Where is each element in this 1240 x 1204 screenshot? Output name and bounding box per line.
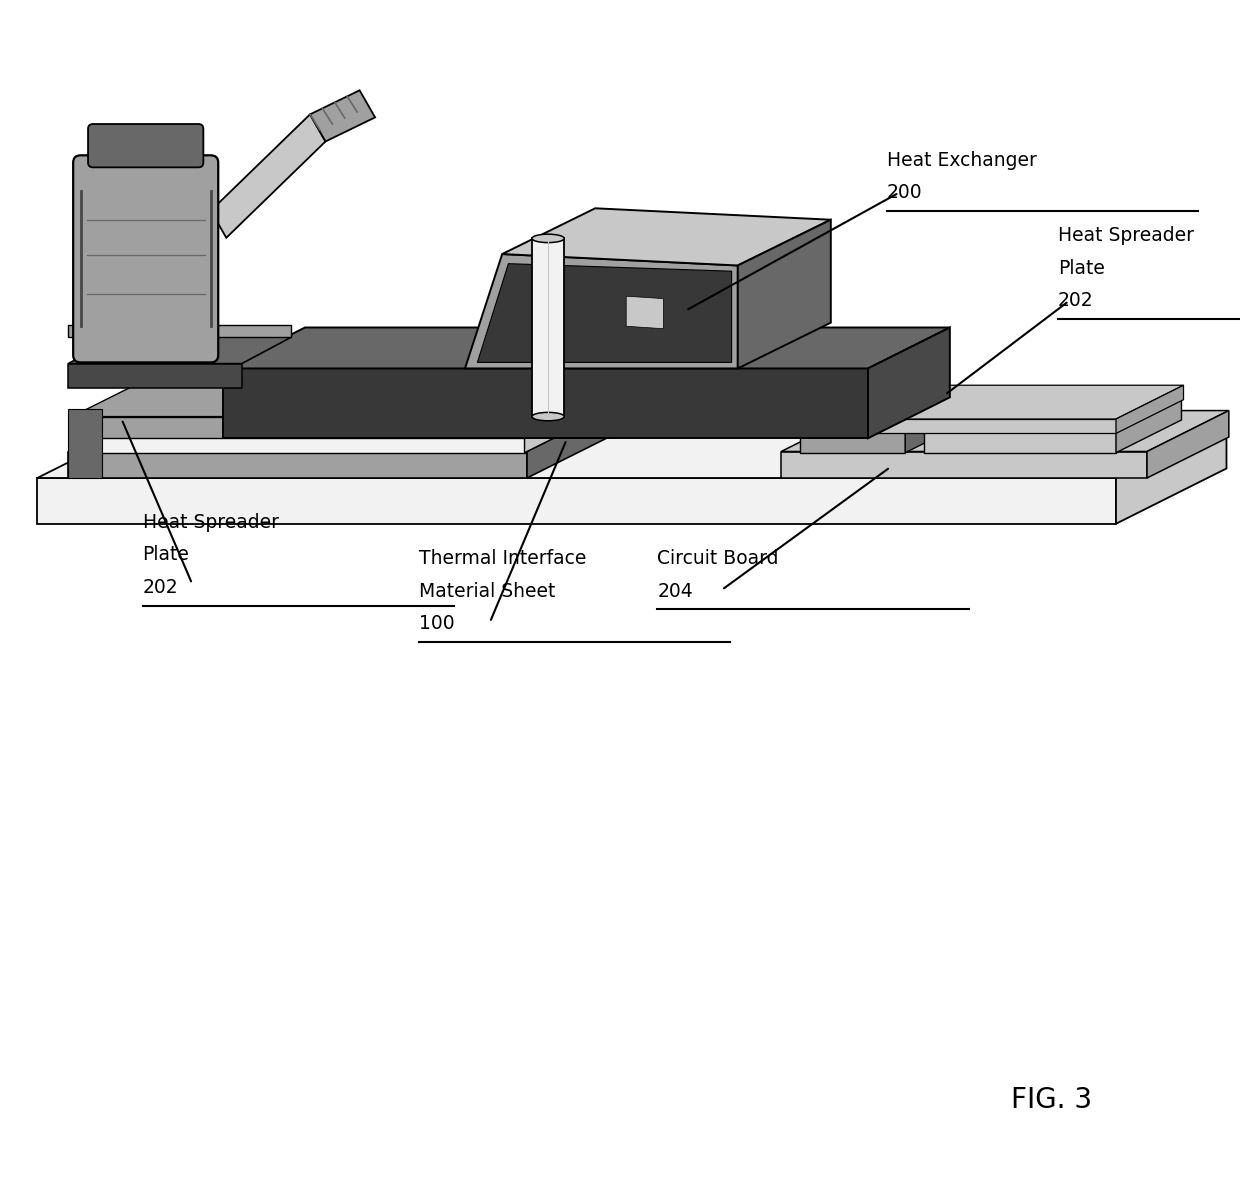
Text: 202: 202 — [143, 578, 179, 597]
Polygon shape — [1116, 385, 1183, 433]
Polygon shape — [527, 407, 618, 478]
FancyBboxPatch shape — [73, 155, 218, 362]
Polygon shape — [1116, 423, 1226, 524]
Polygon shape — [68, 407, 618, 452]
Polygon shape — [72, 437, 525, 453]
Polygon shape — [211, 114, 325, 237]
Text: 202: 202 — [1058, 291, 1094, 311]
Polygon shape — [905, 394, 978, 453]
Polygon shape — [800, 431, 905, 453]
Polygon shape — [72, 417, 525, 438]
Polygon shape — [924, 399, 1182, 431]
Text: Heat Exchanger: Heat Exchanger — [887, 150, 1037, 170]
Polygon shape — [738, 219, 831, 368]
Ellipse shape — [532, 412, 564, 421]
Text: Material Sheet: Material Sheet — [419, 582, 556, 601]
Polygon shape — [781, 452, 1147, 478]
Polygon shape — [310, 90, 374, 142]
FancyBboxPatch shape — [88, 124, 203, 167]
Text: Plate: Plate — [1058, 259, 1105, 278]
Polygon shape — [68, 409, 102, 478]
Polygon shape — [72, 376, 606, 417]
Polygon shape — [525, 395, 609, 453]
Polygon shape — [37, 478, 1116, 524]
Polygon shape — [1147, 411, 1229, 478]
Polygon shape — [525, 376, 606, 438]
Text: 100: 100 — [419, 614, 455, 633]
Polygon shape — [800, 394, 978, 431]
Polygon shape — [68, 364, 242, 388]
Polygon shape — [868, 327, 950, 438]
Polygon shape — [924, 431, 1116, 453]
Text: 204: 204 — [657, 582, 693, 601]
Polygon shape — [37, 423, 1226, 478]
Polygon shape — [502, 208, 831, 266]
Text: FIG. 3: FIG. 3 — [1011, 1086, 1091, 1114]
Polygon shape — [68, 452, 527, 478]
Polygon shape — [800, 385, 1183, 419]
Ellipse shape — [532, 234, 564, 243]
Polygon shape — [223, 327, 950, 368]
Polygon shape — [477, 264, 732, 362]
Polygon shape — [781, 411, 1229, 452]
Polygon shape — [1116, 399, 1182, 453]
Text: 200: 200 — [887, 183, 923, 202]
Polygon shape — [223, 368, 868, 438]
Polygon shape — [465, 254, 738, 368]
Polygon shape — [68, 325, 291, 337]
Polygon shape — [626, 296, 663, 329]
Text: Plate: Plate — [143, 545, 190, 565]
Text: Circuit Board: Circuit Board — [657, 549, 779, 568]
Polygon shape — [68, 337, 291, 364]
Polygon shape — [72, 395, 609, 437]
Text: Heat Spreader: Heat Spreader — [1058, 226, 1194, 246]
Bar — [532, 238, 564, 417]
Text: Thermal Interface: Thermal Interface — [419, 549, 587, 568]
Text: Heat Spreader: Heat Spreader — [143, 513, 279, 532]
Polygon shape — [800, 419, 1116, 433]
